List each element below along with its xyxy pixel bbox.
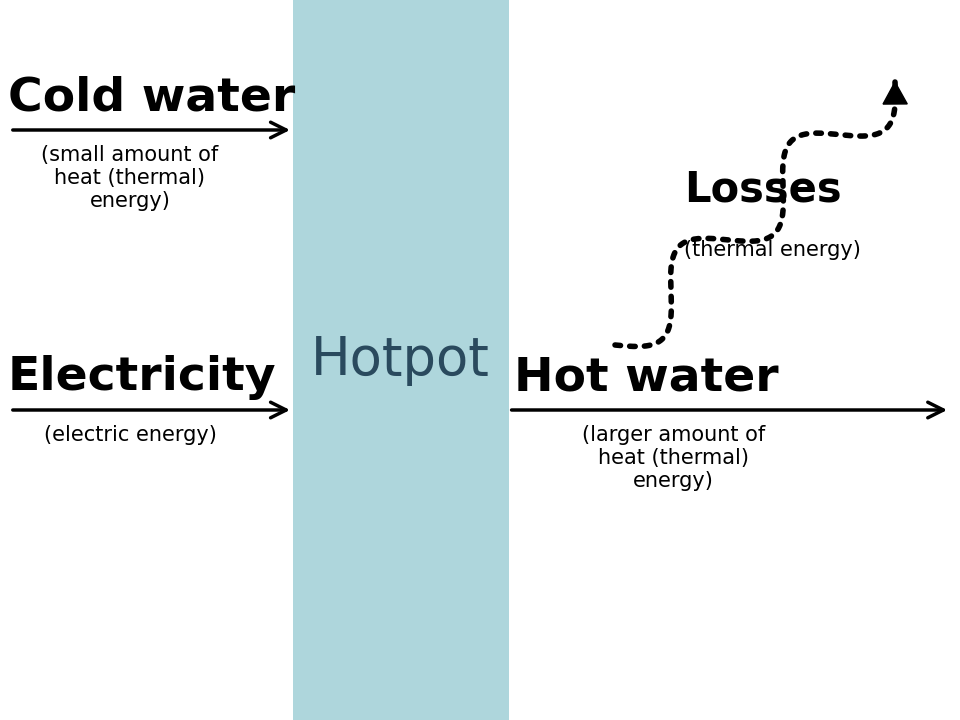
Text: (small amount of
heat (thermal)
energy): (small amount of heat (thermal) energy) <box>41 145 219 212</box>
Text: Electricity: Electricity <box>8 355 276 400</box>
Text: Hot water: Hot water <box>514 355 779 400</box>
Polygon shape <box>883 82 907 104</box>
Text: (thermal energy): (thermal energy) <box>684 240 861 260</box>
Text: Hotpot: Hotpot <box>311 334 491 386</box>
Text: (electric energy): (electric energy) <box>43 425 216 445</box>
Text: (larger amount of
heat (thermal)
energy): (larger amount of heat (thermal) energy) <box>582 425 765 492</box>
Text: Cold water: Cold water <box>8 75 296 120</box>
Bar <box>293 0 509 720</box>
Text: Losses: Losses <box>684 168 841 210</box>
